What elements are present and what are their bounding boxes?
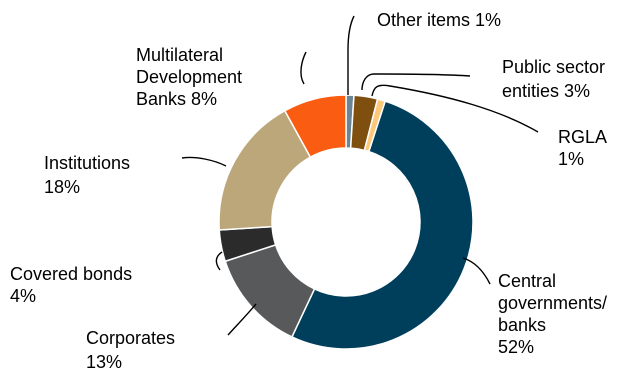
label-other-items: Other items 1% <box>377 10 501 30</box>
label-institutions: Institutions 18% <box>44 153 130 197</box>
leader-public-sector-entities <box>361 73 471 91</box>
label-public-sector-entities: Public sector entities 3% <box>502 57 605 101</box>
leader-covered-bonds <box>215 251 223 271</box>
leader-other-items <box>347 15 355 95</box>
leader-rgla <box>371 84 539 133</box>
slice-central-governments-banks <box>290 100 474 350</box>
leader-institutions <box>181 156 227 167</box>
slice-multilateral-development-banks <box>283 94 347 159</box>
label-multilateral-development-banks: Multilateral Development Banks 8% <box>136 45 242 109</box>
leader-corporates <box>227 303 257 336</box>
label-central-governments-banks: Central governments/banks 52% <box>498 271 607 357</box>
leader-multilateral-development-banks <box>300 51 307 85</box>
label-covered-bonds: Covered bonds 4% <box>10 264 132 306</box>
leader-central-governments-banks <box>462 257 491 285</box>
label-corporates: Corporates 13% <box>86 328 175 372</box>
label-rgla: RGLA 1% <box>558 127 607 169</box>
